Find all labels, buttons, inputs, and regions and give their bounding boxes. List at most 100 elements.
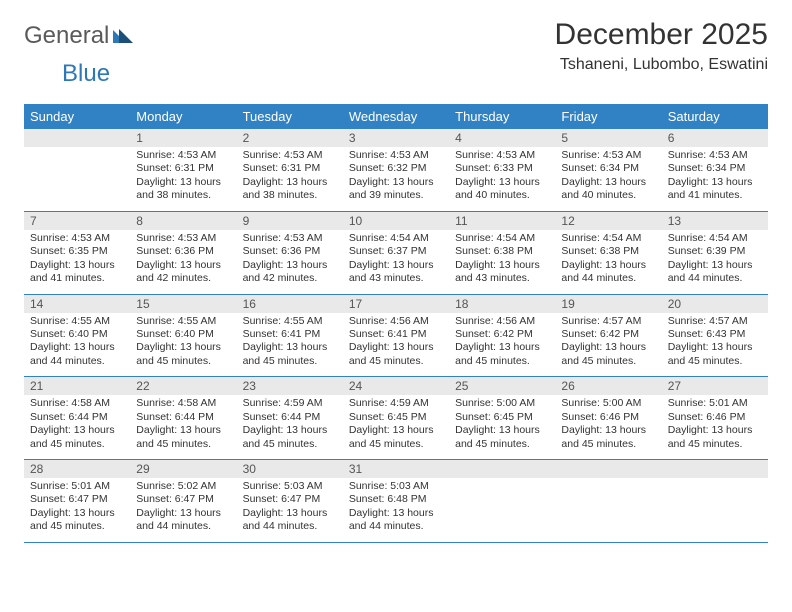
day-info-line: Sunrise: 5:01 AM [30,480,124,493]
day-info-line: Daylight: 13 hours and 44 minutes. [668,259,762,286]
day-info-line: Daylight: 13 hours and 44 minutes. [561,259,655,286]
day-info-line: Sunset: 6:41 PM [243,328,337,341]
day-body: Sunrise: 4:53 AMSunset: 6:31 PMDaylight:… [237,147,343,211]
day-info-line: Daylight: 13 hours and 45 minutes. [561,341,655,368]
day-info-line: Sunrise: 4:54 AM [668,232,762,245]
day-info-line: Daylight: 13 hours and 45 minutes. [455,341,549,368]
day-info-line: Daylight: 13 hours and 44 minutes. [136,507,230,534]
calendar-cell: 7 Sunrise: 4:53 AMSunset: 6:35 PMDaylight… [24,211,130,294]
calendar-cell: 4Sunrise: 4:53 AMSunset: 6:33 PMDaylight… [449,129,555,211]
day-info-line: Sunrise: 4:56 AM [349,315,443,328]
day-info-line: Daylight: 13 hours and 39 minutes. [349,176,443,203]
day-number: 14 [24,295,130,313]
calendar-cell: 27Sunrise: 5:01 AMSunset: 6:46 PMDayligh… [662,377,768,460]
calendar-cell: 5Sunrise: 4:53 AMSunset: 6:34 PMDaylight… [555,129,661,211]
day-number: 30 [237,460,343,478]
calendar-cell: 28Sunrise: 5:01 AMSunset: 6:47 PMDayligh… [24,460,130,543]
day-info-line: Sunrise: 4:55 AM [136,315,230,328]
calendar-cell: 18Sunrise: 4:56 AMSunset: 6:42 PMDayligh… [449,294,555,377]
day-number: 31 [343,460,449,478]
location-text: Tshaneni, Lubombo, Eswatini [555,56,768,74]
day-body: Sunrise: 4:59 AMSunset: 6:44 PMDaylight:… [237,395,343,459]
calendar-cell: 23Sunrise: 4:59 AMSunset: 6:44 PMDayligh… [237,377,343,460]
day-info-line: Sunset: 6:35 PM [30,245,124,258]
month-title: December 2025 [555,18,768,52]
day-body [24,147,130,157]
calendar-cell [662,460,768,543]
day-body: Sunrise: 4:53 AMSunset: 6:33 PMDaylight:… [449,147,555,211]
logo-triangle-icon [113,27,133,48]
calendar-cell: 8Sunrise: 4:53 AMSunset: 6:36 PMDaylight… [130,211,236,294]
day-info-line: Sunrise: 4:59 AM [349,397,443,410]
day-info-line: Sunrise: 4:53 AM [136,149,230,162]
day-info-line: Sunset: 6:41 PM [349,328,443,341]
weekday-header: Thursday [449,104,555,129]
weekday-header: Wednesday [343,104,449,129]
day-info-line: Sunrise: 4:53 AM [30,232,124,245]
day-info-line: Sunset: 6:32 PM [349,162,443,175]
day-body: Sunrise: 4:54 AMSunset: 6:37 PMDaylight:… [343,230,449,294]
day-info-line: Daylight: 13 hours and 45 minutes. [455,424,549,451]
day-info-line: Daylight: 13 hours and 43 minutes. [349,259,443,286]
day-number: 19 [555,295,661,313]
day-number: 2 [237,129,343,147]
day-number: 20 [662,295,768,313]
day-body: Sunrise: 5:03 AMSunset: 6:47 PMDaylight:… [237,478,343,542]
weekday-header: Saturday [662,104,768,129]
day-body: Sunrise: 4:53 AMSunset: 6:34 PMDaylight:… [662,147,768,211]
day-number: 1 [130,129,236,147]
calendar-cell: 9Sunrise: 4:53 AMSunset: 6:36 PMDaylight… [237,211,343,294]
day-info-line: Daylight: 13 hours and 43 minutes. [455,259,549,286]
day-info-line: Daylight: 13 hours and 45 minutes. [243,341,337,368]
day-info-line: Daylight: 13 hours and 38 minutes. [136,176,230,203]
day-info-line: Sunrise: 5:02 AM [136,480,230,493]
calendar-cell: 17Sunrise: 4:56 AMSunset: 6:41 PMDayligh… [343,294,449,377]
calendar-cell: 26Sunrise: 5:00 AMSunset: 6:46 PMDayligh… [555,377,661,460]
calendar-cell [555,460,661,543]
calendar-cell: 21Sunrise: 4:58 AMSunset: 6:44 PMDayligh… [24,377,130,460]
day-info-line: Sunset: 6:45 PM [349,411,443,424]
day-info-line: Sunset: 6:34 PM [561,162,655,175]
day-info-line: Daylight: 13 hours and 42 minutes. [243,259,337,286]
weekday-header: Tuesday [237,104,343,129]
day-body: Sunrise: 5:00 AMSunset: 6:45 PMDaylight:… [449,395,555,459]
day-info-line: Daylight: 13 hours and 45 minutes. [30,507,124,534]
day-info-line: Sunset: 6:44 PM [30,411,124,424]
calendar-cell: 19Sunrise: 4:57 AMSunset: 6:42 PMDayligh… [555,294,661,377]
day-info-line: Sunrise: 5:00 AM [455,397,549,410]
day-info-line: Sunrise: 4:53 AM [136,232,230,245]
day-number: 26 [555,377,661,395]
day-number: 3 [343,129,449,147]
calendar-week-row: 14Sunrise: 4:55 AMSunset: 6:40 PMDayligh… [24,294,768,377]
day-number [662,460,768,478]
day-body: Sunrise: 4:55 AMSunset: 6:40 PMDaylight:… [24,313,130,377]
calendar-cell: 20Sunrise: 4:57 AMSunset: 6:43 PMDayligh… [662,294,768,377]
day-info-line: Sunrise: 4:59 AM [243,397,337,410]
day-number: 9 [237,212,343,230]
day-info-line: Daylight: 13 hours and 45 minutes. [136,424,230,451]
day-info-line: Sunset: 6:36 PM [243,245,337,258]
day-info-line: Daylight: 13 hours and 45 minutes. [30,424,124,451]
day-info-line: Daylight: 13 hours and 45 minutes. [136,341,230,368]
day-number: 7 [24,212,130,230]
day-info-line: Daylight: 13 hours and 45 minutes. [668,341,762,368]
day-info-line: Sunset: 6:31 PM [243,162,337,175]
day-number: 5 [555,129,661,147]
day-info-line: Daylight: 13 hours and 41 minutes. [30,259,124,286]
day-number: 13 [662,212,768,230]
day-info-line: Sunset: 6:40 PM [136,328,230,341]
day-body: Sunrise: 5:01 AMSunset: 6:47 PMDaylight:… [24,478,130,542]
day-number: 4 [449,129,555,147]
calendar-week-row: 21Sunrise: 4:58 AMSunset: 6:44 PMDayligh… [24,377,768,460]
day-info-line: Sunset: 6:48 PM [349,493,443,506]
day-number: 21 [24,377,130,395]
day-info-line: Sunrise: 4:53 AM [243,149,337,162]
calendar-cell: 1Sunrise: 4:53 AMSunset: 6:31 PMDaylight… [130,129,236,211]
day-body [449,478,555,488]
weekday-header: Monday [130,104,236,129]
day-number: 23 [237,377,343,395]
calendar-cell: 24Sunrise: 4:59 AMSunset: 6:45 PMDayligh… [343,377,449,460]
day-info-line: Sunrise: 4:55 AM [30,315,124,328]
day-number: 25 [449,377,555,395]
calendar-cell: 3Sunrise: 4:53 AMSunset: 6:32 PMDaylight… [343,129,449,211]
